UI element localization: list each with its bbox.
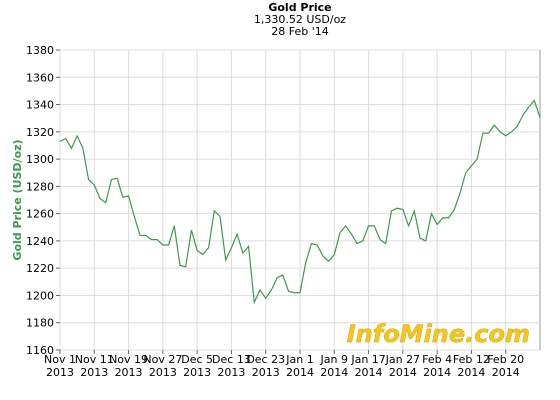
x-tick-label: Dec 23 2013 bbox=[246, 353, 286, 379]
y-tick-label: 1380 bbox=[26, 44, 54, 57]
x-tick-label: Jan 17 2014 bbox=[351, 353, 386, 379]
y-tick-label: 1220 bbox=[26, 262, 54, 275]
y-tick-label: 1340 bbox=[26, 99, 54, 112]
x-tick-label: Jan 9 2014 bbox=[320, 353, 349, 379]
x-tick-label: Nov 19 2013 bbox=[109, 353, 149, 379]
x-tick-label: Feb 20 2014 bbox=[487, 353, 525, 379]
y-tick-label: 1320 bbox=[26, 126, 54, 139]
x-tick-label: Feb 4 2014 bbox=[422, 353, 453, 379]
y-tick-label: 1240 bbox=[26, 235, 54, 248]
y-tick-label: 1180 bbox=[26, 317, 54, 330]
y-tick-label: 1260 bbox=[26, 208, 54, 221]
x-tick-label: Nov 27 2013 bbox=[143, 353, 183, 379]
y-tick-label: 1280 bbox=[26, 180, 54, 193]
x-tick-label: Dec 5 2013 bbox=[181, 353, 214, 379]
chart-title: Gold Price bbox=[268, 1, 331, 14]
x-tick-label: Jan 27 2014 bbox=[385, 353, 421, 379]
date: 28 Feb '14 bbox=[271, 25, 329, 38]
x-tick-label: Jan 1 2014 bbox=[286, 353, 314, 379]
y-tick-label: 1160 bbox=[26, 344, 54, 357]
x-tick-label: Dec 13 2013 bbox=[212, 353, 251, 379]
watermark: InfoMine.com bbox=[347, 320, 530, 348]
x-tick-label: Nov 1 2013 bbox=[44, 353, 76, 379]
x-tick-label: Feb 12 2014 bbox=[452, 353, 490, 379]
y-axis-label: Gold Price (USD/oz) bbox=[11, 139, 24, 260]
price-line bbox=[59, 99, 541, 305]
subtitle: 1,330.52 USD/oz bbox=[254, 13, 346, 26]
y-tick-label: 1300 bbox=[26, 153, 54, 166]
x-tick-label: Nov 11 2013 bbox=[74, 353, 114, 379]
y-tick-label: 1360 bbox=[26, 71, 54, 84]
y-tick-label: 1200 bbox=[26, 289, 54, 302]
